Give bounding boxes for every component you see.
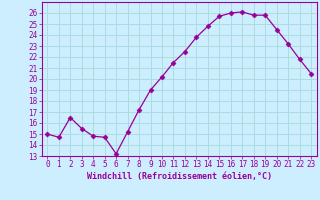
X-axis label: Windchill (Refroidissement éolien,°C): Windchill (Refroidissement éolien,°C) (87, 172, 272, 181)
